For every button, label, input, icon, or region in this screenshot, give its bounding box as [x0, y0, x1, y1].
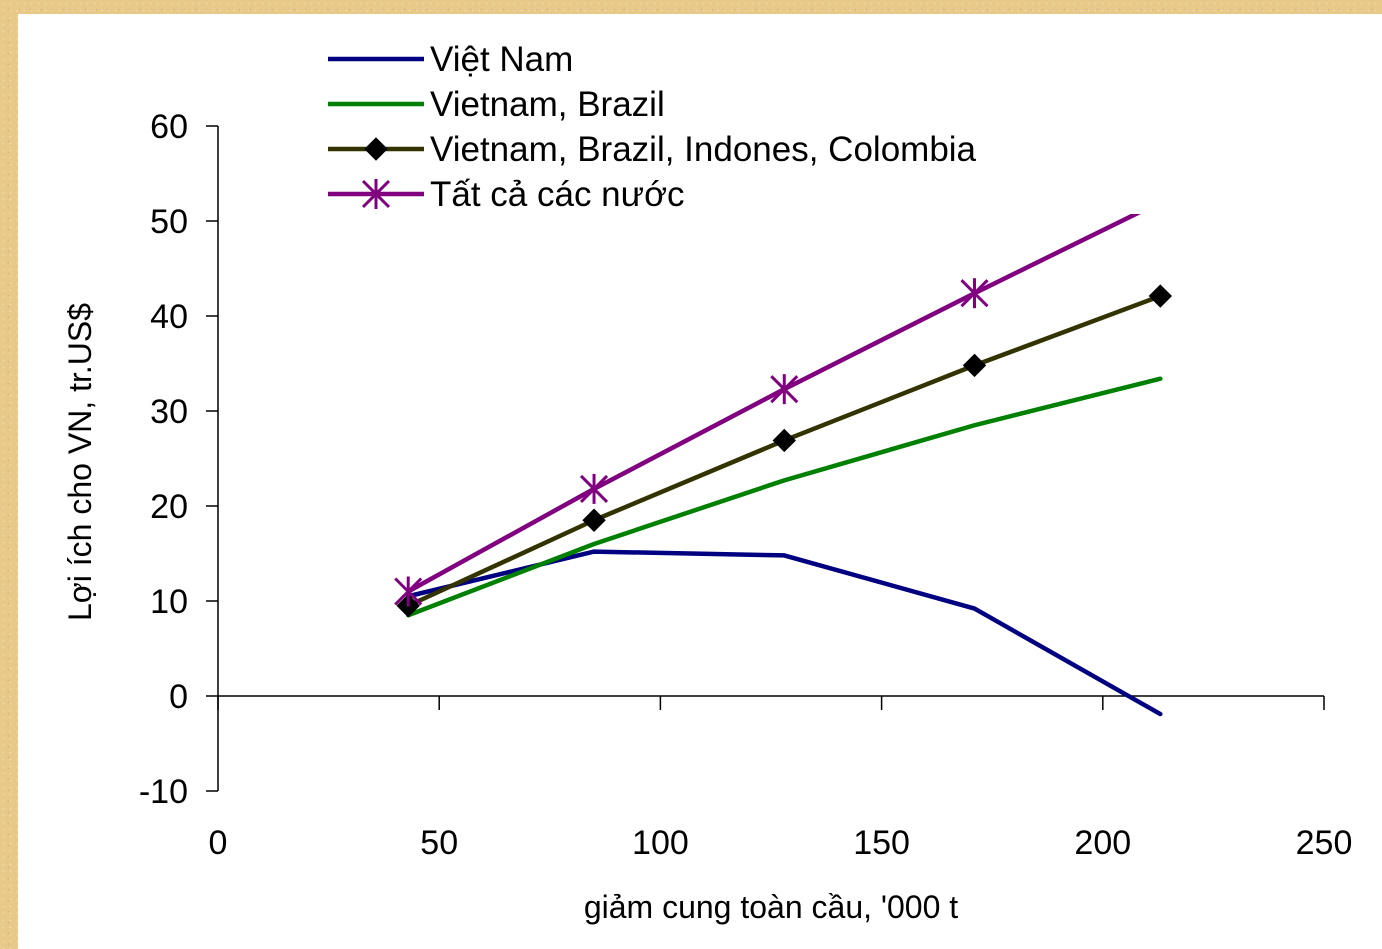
legend-label: Tất cả các nước [430, 175, 685, 214]
diamond-marker [962, 353, 987, 378]
x-tick-label: 50 [420, 824, 458, 862]
y-tick-label: 20 [150, 488, 188, 526]
y-tick-label: 40 [150, 298, 188, 336]
x-tick-label: 200 [1074, 824, 1131, 862]
y-tick-label: 60 [150, 108, 188, 146]
asterisk-marker [579, 473, 609, 504]
legend-item: Tất cả các nước [328, 175, 685, 214]
series-line-2 [405, 376, 1163, 618]
x-tick-label: 150 [853, 824, 910, 862]
x-tick-label: 250 [1296, 824, 1353, 862]
series-layer [405, 214, 1163, 717]
y-tick-label: -10 [139, 773, 188, 811]
y-tick-label: 30 [150, 393, 188, 431]
diamond-marker [582, 508, 606, 532]
asterisk-marker [361, 179, 391, 209]
legend-label: Việt Nam [430, 40, 573, 79]
legend-item: Vietnam, Brazil [328, 85, 665, 124]
legend-label: Vietnam, Brazil [430, 85, 665, 124]
x-axis-title: giảm cung toàn cầu, '000 t [584, 889, 958, 925]
axes [206, 125, 1325, 792]
series-line-1 [405, 549, 1163, 717]
x-tick-label: 100 [632, 824, 689, 862]
y-axis-title: Lợi ích cho VN, tr.US$ [62, 303, 98, 621]
diamond-marker [364, 137, 388, 161]
diamond-marker [772, 428, 796, 453]
y-tick-label: 0 [169, 678, 188, 716]
asterisk-marker [394, 576, 423, 607]
y-tick-label: 50 [150, 203, 188, 241]
markers-layer [394, 278, 1173, 618]
x-tick-label: 0 [209, 824, 228, 862]
legend: Việt Nam Vietnam, Brazil Vietnam, Brazil, … [328, 40, 977, 214]
legend-label: Vietnam, Brazil, Indones, Colombia [430, 130, 977, 169]
y-tick-label: 10 [150, 583, 188, 621]
legend-item: Việt Nam [328, 40, 573, 79]
diamond-marker [1148, 284, 1173, 308]
asterisk-marker [770, 374, 799, 405]
legend-item: Vietnam, Brazil, Indones, Colombia [328, 130, 977, 169]
chart-panel [18, 14, 1382, 949]
asterisk-marker [960, 278, 989, 309]
